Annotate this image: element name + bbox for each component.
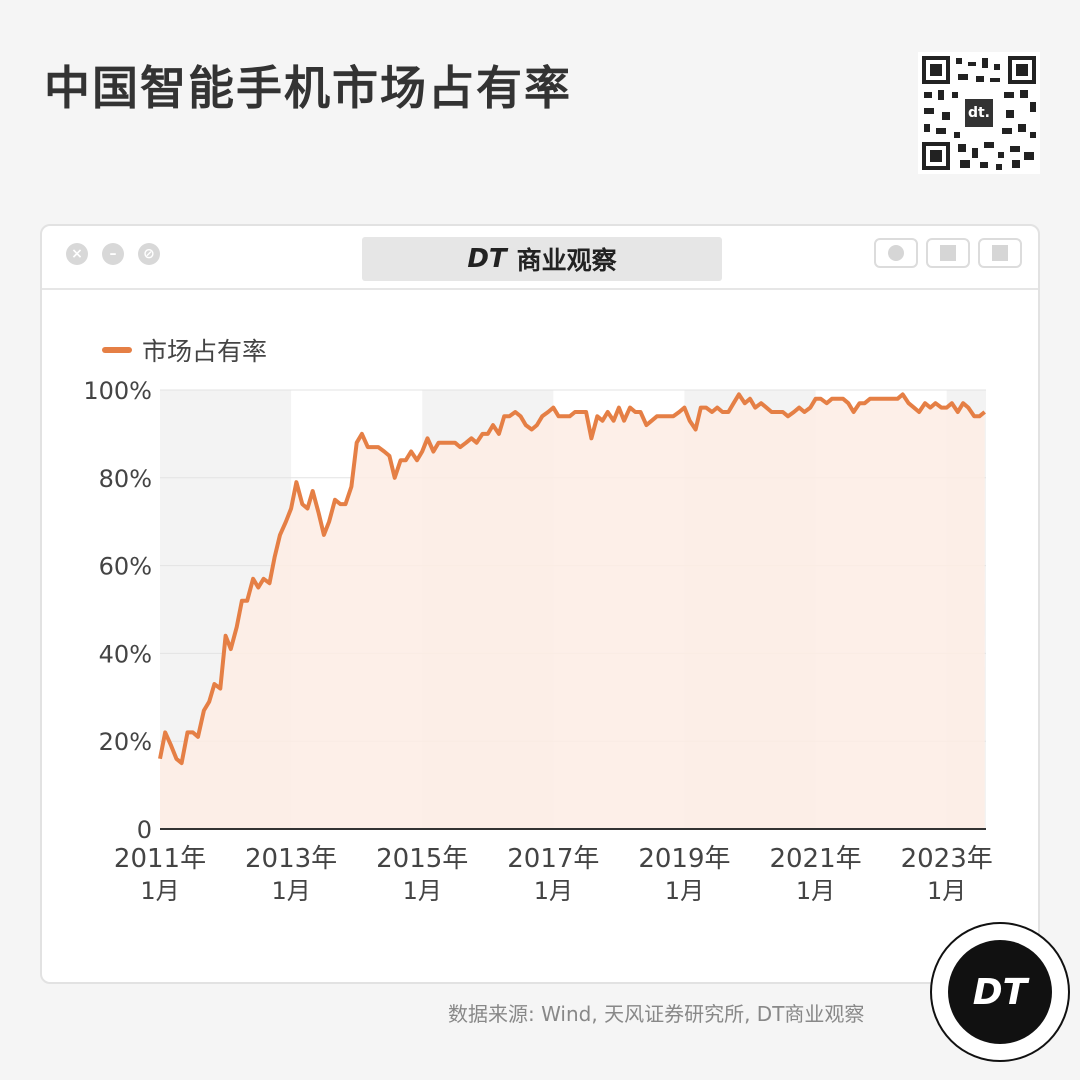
copy-icon[interactable]	[978, 238, 1022, 268]
qr-logo: dt.	[962, 96, 996, 130]
series-area	[160, 394, 985, 829]
x-tick-month: 1月	[796, 877, 835, 905]
x-tick-month: 1月	[927, 877, 966, 905]
qr-pattern	[918, 52, 1040, 174]
dt-badge: DT	[930, 922, 1070, 1062]
window-titlebar: × – ⊘ DT 商业观察	[42, 226, 1038, 290]
x-tick-month: 1月	[534, 877, 573, 905]
series-line	[158, 392, 986, 766]
maximize-icon[interactable]: ⊘	[138, 243, 160, 265]
y-tick-label: 100%	[83, 377, 152, 405]
share-icon[interactable]	[926, 238, 970, 268]
legend-swatch	[102, 347, 132, 353]
y-tick-label: 20%	[99, 728, 152, 756]
dt-badge-label: DT	[948, 940, 1052, 1044]
data-source: 数据来源: Wind, 天风证券研究所, DT商业观察	[448, 1002, 865, 1026]
chart-legend: 市场占有率	[102, 332, 267, 368]
x-tick-year: 2023年	[901, 844, 993, 874]
x-tick-month: 1月	[271, 877, 310, 905]
x-tick-year: 2013年	[245, 844, 337, 874]
legend-label: 市场占有率	[142, 337, 268, 366]
y-tick-label: 40%	[99, 640, 152, 668]
qr-code[interactable]: dt.	[918, 52, 1040, 174]
x-tick-year: 2017年	[507, 844, 599, 874]
brand-name: 商业观察	[516, 246, 617, 275]
x-tick-month: 1月	[140, 877, 179, 905]
y-tick-label: 80%	[99, 465, 152, 493]
page-title: 中国智能手机市场占有率	[44, 61, 572, 115]
y-tick-label: 0	[137, 816, 152, 844]
x-tick-month: 1月	[403, 877, 442, 905]
x-tick-month: 1月	[665, 877, 704, 905]
window-title: DT 商业观察	[362, 237, 722, 281]
close-icon[interactable]: ×	[66, 243, 88, 265]
y-tick-label: 60%	[99, 553, 152, 581]
brand-dt: DT	[467, 244, 507, 274]
x-tick-year: 2015年	[376, 844, 468, 874]
x-tick-year: 2021年	[769, 844, 861, 874]
minimize-icon[interactable]: –	[102, 243, 124, 265]
record-icon[interactable]	[874, 238, 918, 268]
x-tick-year: 2019年	[638, 844, 730, 874]
x-tick-year: 2011年	[114, 844, 206, 874]
